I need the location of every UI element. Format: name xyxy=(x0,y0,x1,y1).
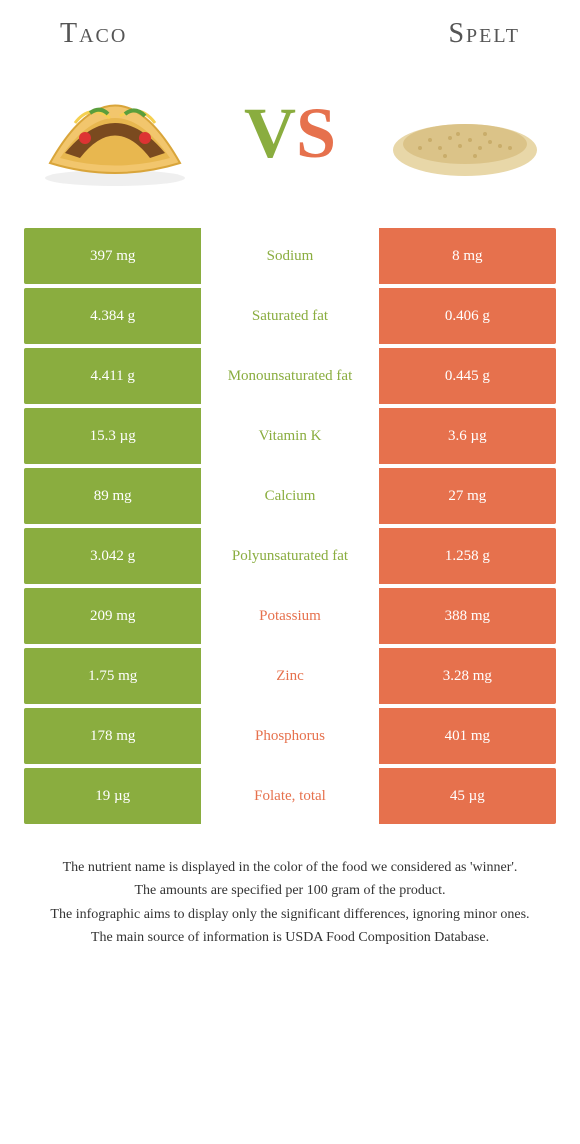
footnote-line: The nutrient name is displayed in the co… xyxy=(26,858,554,878)
vs-s: S xyxy=(296,93,336,173)
footnote-line: The main source of information is USDA F… xyxy=(26,928,554,948)
hero: VS xyxy=(0,58,580,228)
nutrient-table: 397 mgSodium8 mg4.384 gSaturated fat0.40… xyxy=(24,228,556,824)
value-left: 1.75 mg xyxy=(24,648,201,704)
table-row: 19 µgFolate, total45 µg xyxy=(24,768,556,824)
value-right: 0.406 g xyxy=(379,288,556,344)
value-right: 1.258 g xyxy=(379,528,556,584)
nutrient-label: Zinc xyxy=(201,648,378,704)
value-right: 3.6 µg xyxy=(379,408,556,464)
value-right: 3.28 mg xyxy=(379,648,556,704)
table-row: 397 mgSodium8 mg xyxy=(24,228,556,284)
nutrient-label: Saturated fat xyxy=(201,288,378,344)
table-row: 209 mgPotassium388 mg xyxy=(24,588,556,644)
value-left: 397 mg xyxy=(24,228,201,284)
taco-image xyxy=(30,68,200,198)
nutrient-label: Phosphorus xyxy=(201,708,378,764)
nutrient-label: Vitamin K xyxy=(201,408,378,464)
nutrient-label: Folate, total xyxy=(201,768,378,824)
value-left: 4.411 g xyxy=(24,348,201,404)
value-left: 3.042 g xyxy=(24,528,201,584)
value-right: 8 mg xyxy=(379,228,556,284)
header: Taco Spelt xyxy=(0,0,580,58)
value-left: 15.3 µg xyxy=(24,408,201,464)
nutrient-label: Polyunsaturated fat xyxy=(201,528,378,584)
table-row: 89 mgCalcium27 mg xyxy=(24,468,556,524)
table-row: 15.3 µgVitamin K3.6 µg xyxy=(24,408,556,464)
vs-label: VS xyxy=(244,97,336,169)
value-right: 388 mg xyxy=(379,588,556,644)
title-right: Spelt xyxy=(448,18,520,50)
table-row: 178 mgPhosphorus401 mg xyxy=(24,708,556,764)
nutrient-label: Potassium xyxy=(201,588,378,644)
value-right: 401 mg xyxy=(379,708,556,764)
value-left: 178 mg xyxy=(24,708,201,764)
title-left: Taco xyxy=(60,18,127,50)
table-row: 1.75 mgZinc3.28 mg xyxy=(24,648,556,704)
footnote-line: The infographic aims to display only the… xyxy=(26,905,554,925)
value-left: 209 mg xyxy=(24,588,201,644)
value-right: 45 µg xyxy=(379,768,556,824)
value-left: 4.384 g xyxy=(24,288,201,344)
nutrient-label: Calcium xyxy=(201,468,378,524)
value-left: 19 µg xyxy=(24,768,201,824)
footnotes: The nutrient name is displayed in the co… xyxy=(0,828,580,948)
nutrient-label: Monounsaturated fat xyxy=(201,348,378,404)
table-row: 3.042 gPolyunsaturated fat1.258 g xyxy=(24,528,556,584)
spelt-image xyxy=(380,68,550,198)
nutrient-label: Sodium xyxy=(201,228,378,284)
table-row: 4.411 gMonounsaturated fat0.445 g xyxy=(24,348,556,404)
footnote-line: The amounts are specified per 100 gram o… xyxy=(26,881,554,901)
value-right: 0.445 g xyxy=(379,348,556,404)
value-left: 89 mg xyxy=(24,468,201,524)
table-row: 4.384 gSaturated fat0.406 g xyxy=(24,288,556,344)
vs-v: V xyxy=(244,93,296,173)
value-right: 27 mg xyxy=(379,468,556,524)
